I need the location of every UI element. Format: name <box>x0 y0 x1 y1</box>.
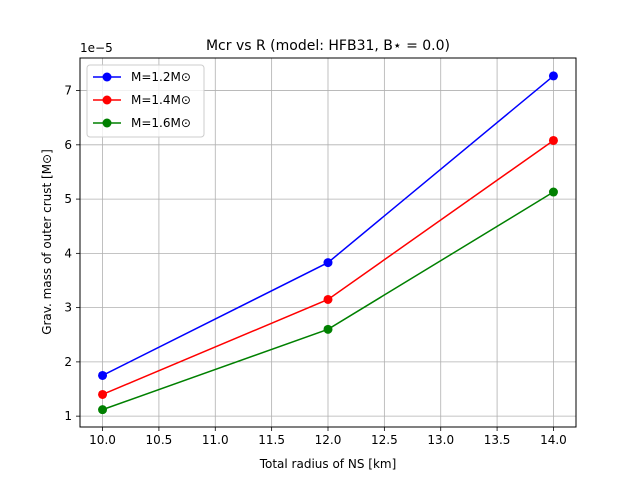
series-1 <box>98 71 558 380</box>
chart-title: Mcr vs R (model: HFB31, B⋆ = 0.0) <box>206 38 450 54</box>
y-tick-label: 4 <box>64 246 72 260</box>
x-axis-label: Total radius of NS [km] <box>259 457 397 471</box>
legend-label: M=1.4M⊙ <box>131 93 191 107</box>
x-tick-label: 12.0 <box>315 433 342 447</box>
legend: M=1.2M⊙ M=1.4M⊙ M=1.6M⊙ <box>86 64 205 138</box>
data-point <box>548 187 558 197</box>
x-tick-label: 11.0 <box>202 433 229 447</box>
y-tick-label: 1 <box>64 409 72 423</box>
legend-marker <box>102 118 112 128</box>
data-point <box>548 135 558 145</box>
data-point <box>98 389 108 399</box>
series-layer <box>98 71 558 415</box>
x-tick-label: 13.5 <box>484 433 511 447</box>
y-tick-label: 5 <box>64 192 72 206</box>
grid <box>80 58 576 427</box>
y-tick-label: 2 <box>64 355 72 369</box>
ticks: 10.0 10.5 11.0 11.5 12.0 12.5 13.0 13.5 14.0 1 2 3 4… <box>64 84 566 447</box>
x-tick-label: 11.5 <box>258 433 285 447</box>
y-axis-label: Grav. mass of outer crust [M⊙] <box>40 149 54 335</box>
legend-box <box>86 64 205 138</box>
y-tick-label: 3 <box>64 301 72 315</box>
legend-label: M=1.2M⊙ <box>131 70 191 84</box>
data-point <box>323 294 333 304</box>
series-2 <box>98 135 558 399</box>
x-tick-label: 10.0 <box>89 433 116 447</box>
legend-marker <box>102 95 112 105</box>
x-tick-label: 12.5 <box>371 433 398 447</box>
series-3 <box>98 187 558 415</box>
data-point <box>323 258 333 268</box>
legend-marker <box>102 72 112 82</box>
legend-label: M=1.6M⊙ <box>131 116 191 130</box>
x-tick-label: 14.0 <box>540 433 567 447</box>
x-tick-label: 10.5 <box>146 433 173 447</box>
y-offset-label: 1e−5 <box>80 41 113 55</box>
y-tick-label: 7 <box>64 84 72 98</box>
data-point <box>98 405 108 415</box>
y-tick-label: 6 <box>64 138 72 152</box>
data-point <box>323 324 333 334</box>
x-tick-label: 13.0 <box>427 433 454 447</box>
data-point <box>98 370 108 380</box>
data-point <box>548 71 558 81</box>
